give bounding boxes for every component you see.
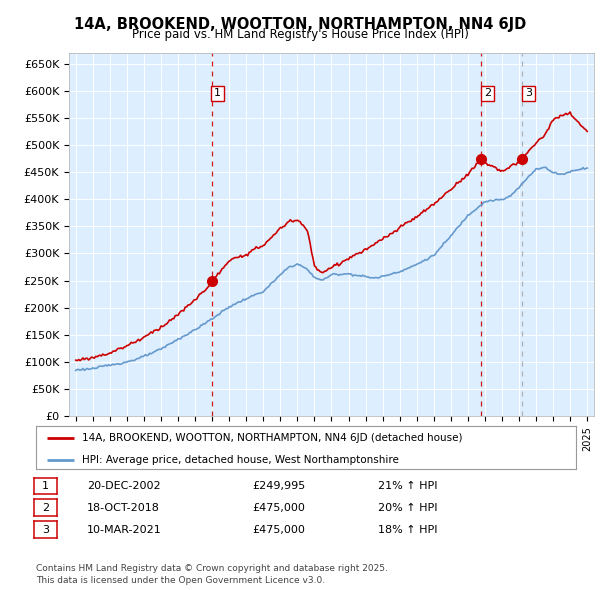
Text: £475,000: £475,000 — [252, 525, 305, 535]
Text: Price paid vs. HM Land Registry's House Price Index (HPI): Price paid vs. HM Land Registry's House … — [131, 28, 469, 41]
Text: HPI: Average price, detached house, West Northamptonshire: HPI: Average price, detached house, West… — [82, 454, 399, 464]
Text: 18% ↑ HPI: 18% ↑ HPI — [378, 525, 437, 535]
Text: 20% ↑ HPI: 20% ↑ HPI — [378, 503, 437, 513]
Text: Contains HM Land Registry data © Crown copyright and database right 2025.
This d: Contains HM Land Registry data © Crown c… — [36, 565, 388, 585]
Text: 1: 1 — [42, 481, 49, 491]
Text: £475,000: £475,000 — [252, 503, 305, 513]
Text: 14A, BROOKEND, WOOTTON, NORTHAMPTON, NN4 6JD (detached house): 14A, BROOKEND, WOOTTON, NORTHAMPTON, NN4… — [82, 433, 463, 443]
Text: 2: 2 — [484, 88, 491, 99]
Text: 21% ↑ HPI: 21% ↑ HPI — [378, 481, 437, 491]
Text: 2: 2 — [42, 503, 49, 513]
Text: 1: 1 — [214, 88, 221, 99]
Text: 20-DEC-2002: 20-DEC-2002 — [87, 481, 161, 491]
Text: 3: 3 — [42, 525, 49, 535]
Text: 3: 3 — [525, 88, 532, 99]
Text: 18-OCT-2018: 18-OCT-2018 — [87, 503, 160, 513]
Text: 14A, BROOKEND, WOOTTON, NORTHAMPTON, NN4 6JD: 14A, BROOKEND, WOOTTON, NORTHAMPTON, NN4… — [74, 17, 526, 31]
Text: 10-MAR-2021: 10-MAR-2021 — [87, 525, 162, 535]
Text: £249,995: £249,995 — [252, 481, 305, 491]
